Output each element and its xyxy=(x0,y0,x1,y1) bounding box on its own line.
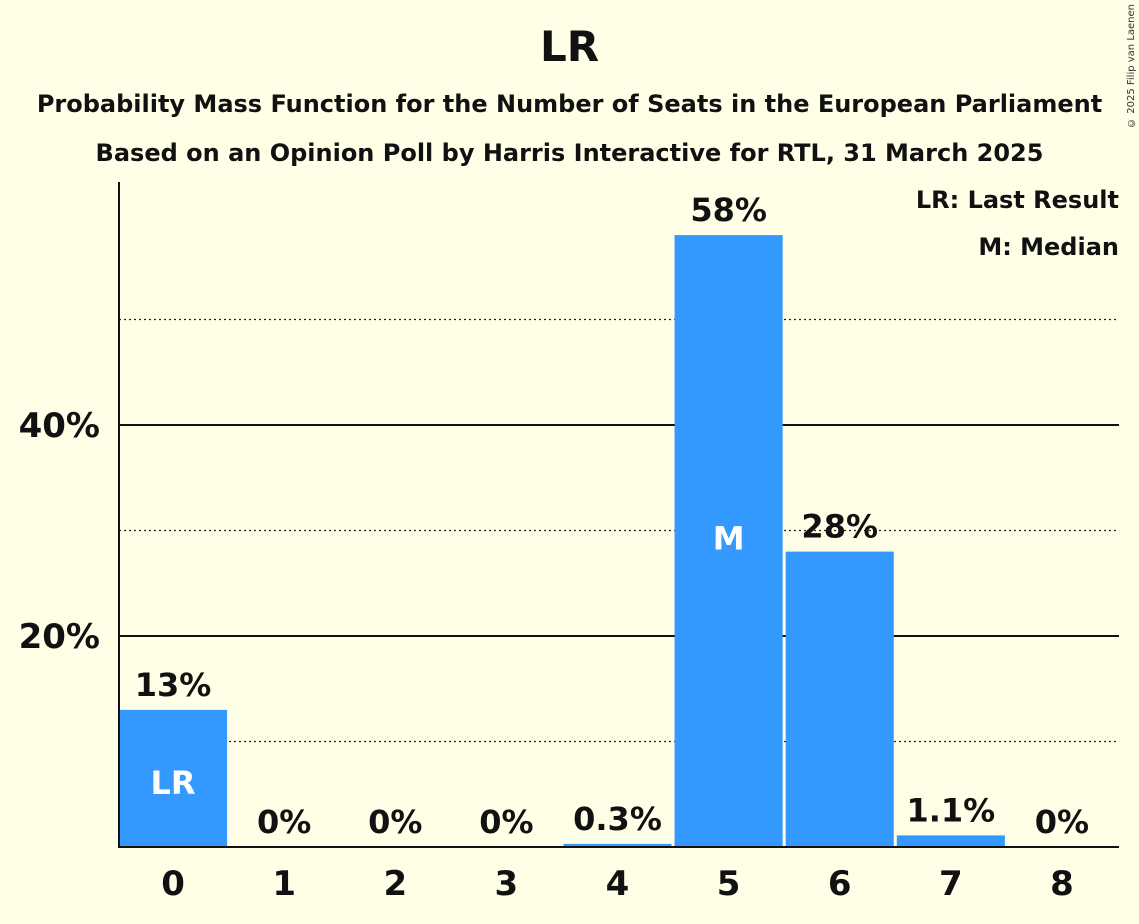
value-label: 0% xyxy=(1035,803,1089,841)
legend-median: M: Median xyxy=(978,233,1119,261)
legend-last-result: LR: Last Result xyxy=(915,186,1119,214)
y-tick-label: 20% xyxy=(19,617,100,657)
y-tick-label: 40% xyxy=(19,406,100,446)
bar xyxy=(563,843,672,847)
x-tick-label: 1 xyxy=(272,864,296,904)
value-label: 0% xyxy=(257,803,311,841)
chart-subtitle: Probability Mass Function for the Number… xyxy=(36,90,1103,118)
x-tick-label: 6 xyxy=(828,864,852,904)
chart-title: LR xyxy=(539,22,600,71)
value-label: 1.1% xyxy=(906,791,995,829)
value-label: 0% xyxy=(479,803,533,841)
x-tick-label: 3 xyxy=(495,864,519,904)
bar xyxy=(785,551,894,847)
chart-subtitle-source: Based on an Opinion Poll by Harris Inter… xyxy=(95,139,1044,167)
value-label: 28% xyxy=(801,508,878,546)
x-tick-label: 7 xyxy=(939,864,963,904)
x-tick-label: 5 xyxy=(717,864,741,904)
value-label: 58% xyxy=(690,191,767,229)
x-tick-label: 2 xyxy=(383,864,407,904)
x-tick-label: 8 xyxy=(1050,864,1074,904)
bar-marker-label: M xyxy=(713,520,745,558)
x-tick-label: 0 xyxy=(161,864,185,904)
value-label: 0% xyxy=(368,803,422,841)
bar xyxy=(119,709,228,847)
bar xyxy=(896,835,1005,847)
bar-marker-label: LR xyxy=(151,764,196,802)
value-label: 0.3% xyxy=(573,800,662,838)
x-tick-label: 4 xyxy=(606,864,630,904)
bar xyxy=(674,235,783,848)
value-label: 13% xyxy=(135,666,212,704)
